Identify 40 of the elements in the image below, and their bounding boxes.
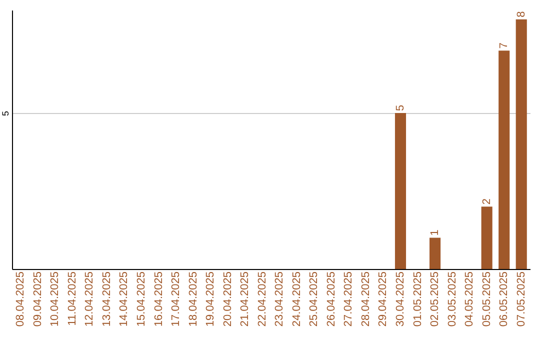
x-tick-label: 10.04.2025: [49, 272, 62, 327]
x-tick-label: 15.04.2025: [136, 272, 148, 327]
x-tick-label: 03.05.2025: [446, 272, 458, 327]
x-tick-label: 16.04.2025: [152, 272, 165, 327]
x-tick-label: 06.05.2025: [498, 272, 510, 327]
x-tick-label: 05.05.2025: [480, 272, 493, 327]
x-tick-label: 21.04.2025: [239, 272, 252, 327]
x-tick-label: 19.04.2025: [204, 272, 217, 327]
x-tick-label: 29.04.2025: [377, 272, 390, 327]
x-tick-label: 08.04.2025: [14, 272, 27, 327]
data-label: 7: [498, 42, 510, 49]
x-tick-label: 25.04.2025: [308, 272, 320, 327]
x-tick-label: 12.04.2025: [84, 272, 96, 327]
x-tick-label: 01.05.2025: [412, 272, 424, 327]
bar: [516, 19, 527, 269]
x-tick-label: 30.04.2025: [394, 272, 406, 327]
x-tick-label: 07.05.2025: [515, 272, 528, 327]
x-tick-label: 14.04.2025: [118, 272, 130, 327]
bar: [498, 50, 510, 269]
x-tick-label: 22.04.2025: [256, 272, 268, 327]
x-tick-label: 20.04.2025: [222, 272, 234, 327]
x-tick-label: 26.04.2025: [325, 272, 338, 327]
data-label: 2: [480, 198, 493, 205]
bar: [430, 238, 441, 269]
x-tick-label: 28.04.2025: [360, 272, 372, 327]
data-label: 1: [429, 230, 442, 236]
bar: [481, 206, 492, 269]
x-tick-label: 27.04.2025: [342, 272, 355, 327]
x-tick-label: 11.04.2025: [66, 272, 78, 326]
x-tick-label: 13.04.2025: [100, 272, 113, 327]
data-label: 5: [394, 104, 406, 111]
x-tick-label: 24.04.2025: [290, 272, 303, 327]
x-tick-label: 02.05.2025: [429, 272, 442, 327]
bar: [394, 112, 406, 269]
x-tick-label: 18.04.2025: [187, 272, 200, 327]
data-label: 8: [515, 11, 528, 18]
x-tick-label: 09.04.2025: [32, 272, 44, 327]
x-tick-label: 04.05.2025: [464, 272, 476, 327]
x-tick-label: 23.04.2025: [274, 272, 286, 327]
x-tick-label: 17.04.2025: [170, 272, 182, 327]
